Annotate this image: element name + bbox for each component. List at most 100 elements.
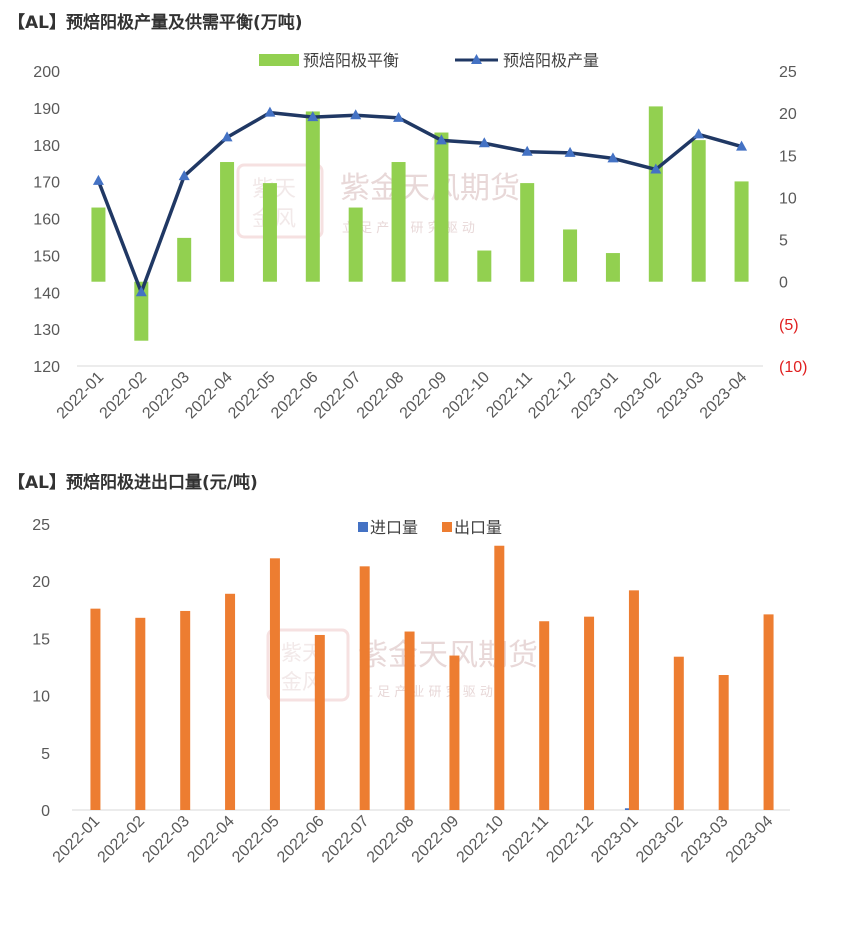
balance-bar: [305, 111, 320, 282]
export-bar: [494, 545, 505, 810]
right-axis-tick: 15: [779, 148, 797, 165]
production-point: [135, 286, 147, 297]
export-bar: [225, 593, 236, 810]
y-axis-tick: 15: [32, 631, 50, 648]
balance-bar: [648, 106, 663, 282]
production-point: [264, 106, 276, 117]
x-axis-tick: 2022-02: [95, 813, 149, 867]
right-axis-tick: 10: [779, 190, 797, 207]
export-bar: [449, 655, 460, 810]
legend-swatch-balance: [259, 54, 299, 66]
legend-label-production: 预焙阳极产量: [503, 51, 599, 70]
y-axis-tick: 20: [32, 574, 50, 591]
x-axis-tick: 2022-12: [543, 813, 597, 867]
export-bar: [90, 608, 101, 810]
x-axis-tick: 2023-01: [588, 813, 642, 867]
left-axis-tick: 160: [33, 212, 60, 229]
export-bar: [763, 614, 774, 810]
export-bar: [180, 610, 191, 810]
left-axis-tick: 120: [33, 359, 60, 376]
y-axis-tick: 0: [41, 803, 50, 820]
left-axis-tick: 170: [33, 175, 60, 192]
production-point: [221, 131, 233, 142]
export-bar: [314, 634, 325, 810]
legend-triangle-icon: [471, 54, 482, 64]
watermark2-name: 紫金天风期货: [358, 638, 538, 673]
x-axis-tick: 2023-04: [723, 813, 777, 867]
balance-bar: [348, 207, 363, 282]
trade-chart: 紫天 金风 紫金天风期货 立 足 产 业 研 究 驱 动 0510152025 …: [32, 517, 790, 867]
left-axis-tick: 180: [33, 138, 60, 155]
balance-bar: [520, 183, 535, 282]
balance-bar: [734, 181, 749, 282]
legend-label-import: 进口量: [370, 518, 418, 537]
production-point: [178, 170, 190, 181]
x-axis-tick: 2022-03: [139, 813, 193, 867]
x-axis-tick: 2022-08: [364, 813, 418, 867]
export-bar: [539, 621, 550, 810]
watermark2-slogan: 立 足 产 业 研 究 驱 动: [360, 685, 493, 700]
watermark-name: 紫金天风期货: [340, 171, 520, 206]
legend-swatch-export: [442, 522, 452, 532]
production-point: [307, 111, 319, 122]
x-axis-tick: 2023-04: [697, 369, 751, 423]
production-point: [650, 163, 662, 174]
x-axis-tick: 2023-03: [678, 813, 732, 867]
export-bar: [718, 675, 729, 810]
x-axis-tick: 2023-02: [633, 813, 687, 867]
export-bar: [628, 590, 639, 810]
balance-bar: [134, 281, 149, 341]
balance-bar: [262, 183, 277, 282]
export-bar: [269, 558, 280, 810]
export-bar: [359, 566, 370, 810]
legend-swatch-import: [358, 522, 368, 532]
right-axis-tick: (5): [779, 317, 799, 334]
production-point: [607, 152, 619, 163]
y-axis-tick: 10: [32, 689, 50, 706]
balance-bar: [91, 207, 106, 282]
y-axis-tick: 5: [41, 746, 50, 763]
left-axis-tick: 140: [33, 285, 60, 302]
balance-bar: [477, 250, 492, 282]
right-axis-tick: 25: [779, 64, 797, 81]
production-point: [393, 111, 405, 122]
left-axis-tick: 200: [33, 64, 60, 81]
x-axis-tick: 2022-04: [184, 813, 238, 867]
x-axis-tick: 2022-10: [440, 369, 494, 423]
x-axis-tick: 2022-05: [229, 813, 283, 867]
production-point: [521, 145, 533, 156]
balance-bar: [605, 253, 620, 282]
export-bar: [135, 617, 146, 810]
balance-bar: [691, 140, 706, 282]
production-point: [564, 146, 576, 157]
production-point: [478, 137, 490, 148]
x-axis-tick: 2022-01: [50, 813, 104, 867]
chart1-title: 【AL】预焙阳极产量及供需平衡(万吨): [8, 13, 303, 33]
export-bar: [673, 656, 684, 810]
balance-bar: [563, 229, 578, 282]
right-axis-tick: 5: [779, 233, 788, 250]
left-axis-tick: 150: [33, 248, 60, 265]
balance-chart: 紫天 金风 紫金天风期货 立 足 产 业 研 究 驱 动 12013014015…: [33, 51, 807, 423]
balance-bar: [434, 132, 449, 282]
balance-bar: [177, 237, 192, 282]
x-axis-tick: 2022-11: [499, 813, 552, 866]
production-point: [693, 128, 705, 139]
production-point: [92, 174, 104, 185]
y-axis-tick: 25: [32, 517, 50, 534]
right-axis-tick: 0: [779, 275, 788, 292]
left-axis-tick: 130: [33, 322, 60, 339]
export-bar: [404, 631, 415, 810]
production-line: [96, 110, 743, 294]
x-axis-tick: 2022-09: [409, 813, 463, 867]
production-point: [435, 134, 447, 145]
export-bar: [584, 616, 595, 810]
x-axis-tick: 2022-06: [274, 813, 328, 867]
chart2-legend: 进口量 出口量: [358, 518, 502, 537]
chart2-title: 【AL】预焙阳极进出口量(元/吨): [8, 473, 258, 493]
production-point: [350, 109, 362, 120]
balance-bar: [220, 162, 235, 282]
x-axis-tick: 2022-10: [454, 813, 508, 867]
balance-bar: [391, 162, 406, 282]
production-point: [736, 140, 748, 151]
